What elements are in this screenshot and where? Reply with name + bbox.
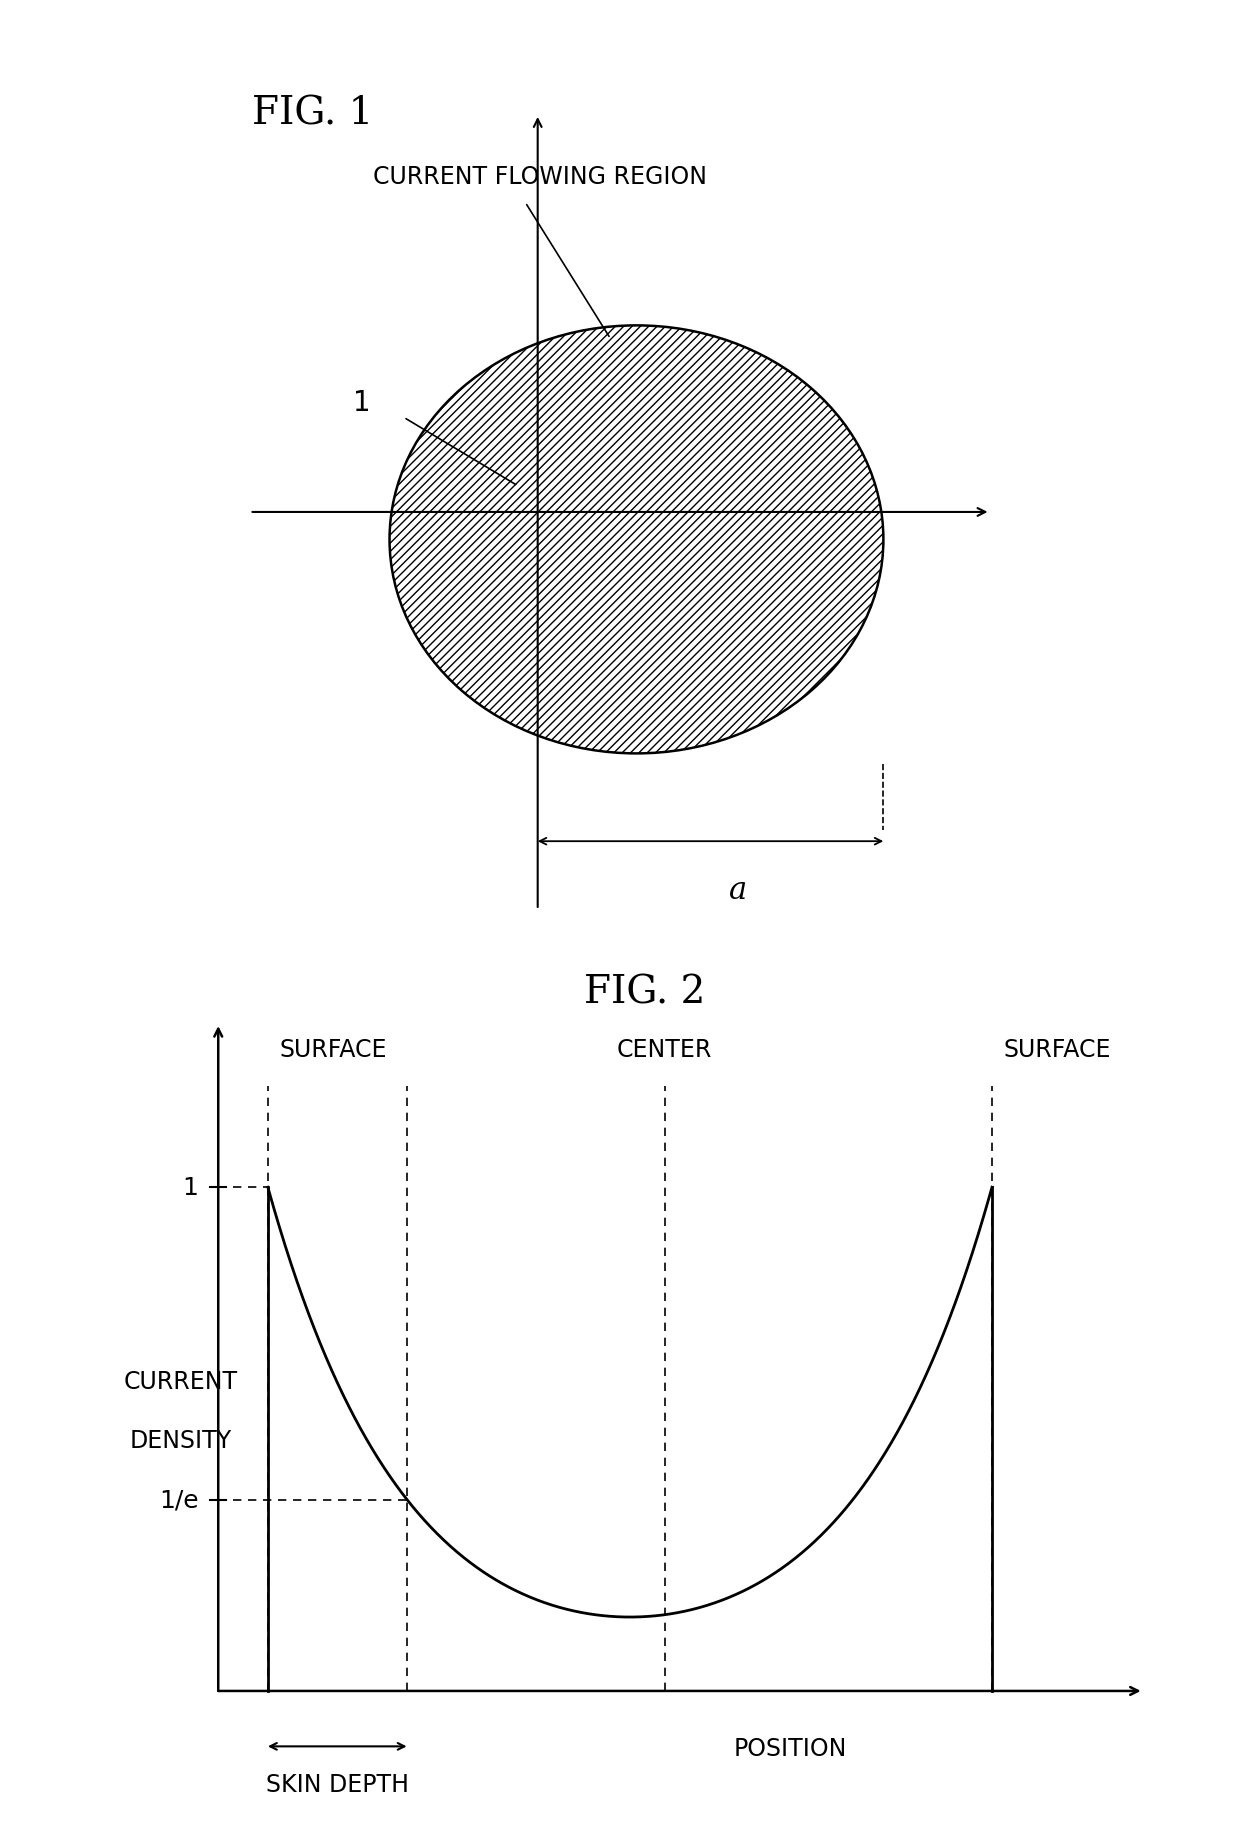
Text: POSITION: POSITION bbox=[734, 1737, 847, 1761]
Text: 1: 1 bbox=[353, 388, 371, 418]
Text: FIG. 1: FIG. 1 bbox=[253, 96, 373, 133]
Text: a: a bbox=[729, 874, 746, 906]
Text: CENTER: CENTER bbox=[618, 1039, 712, 1061]
Ellipse shape bbox=[389, 327, 883, 754]
Text: SURFACE: SURFACE bbox=[280, 1039, 387, 1061]
Text: DENSITY: DENSITY bbox=[130, 1429, 232, 1453]
Text: FIG. 2: FIG. 2 bbox=[584, 974, 706, 1011]
Text: 1: 1 bbox=[182, 1175, 198, 1199]
Text: CURRENT: CURRENT bbox=[124, 1369, 238, 1393]
Text: 1/e: 1/e bbox=[159, 1488, 198, 1512]
Text: SKIN DEPTH: SKIN DEPTH bbox=[265, 1772, 409, 1796]
Text: SURFACE: SURFACE bbox=[1004, 1039, 1111, 1061]
Text: CURRENT FLOWING REGION: CURRENT FLOWING REGION bbox=[373, 164, 707, 188]
